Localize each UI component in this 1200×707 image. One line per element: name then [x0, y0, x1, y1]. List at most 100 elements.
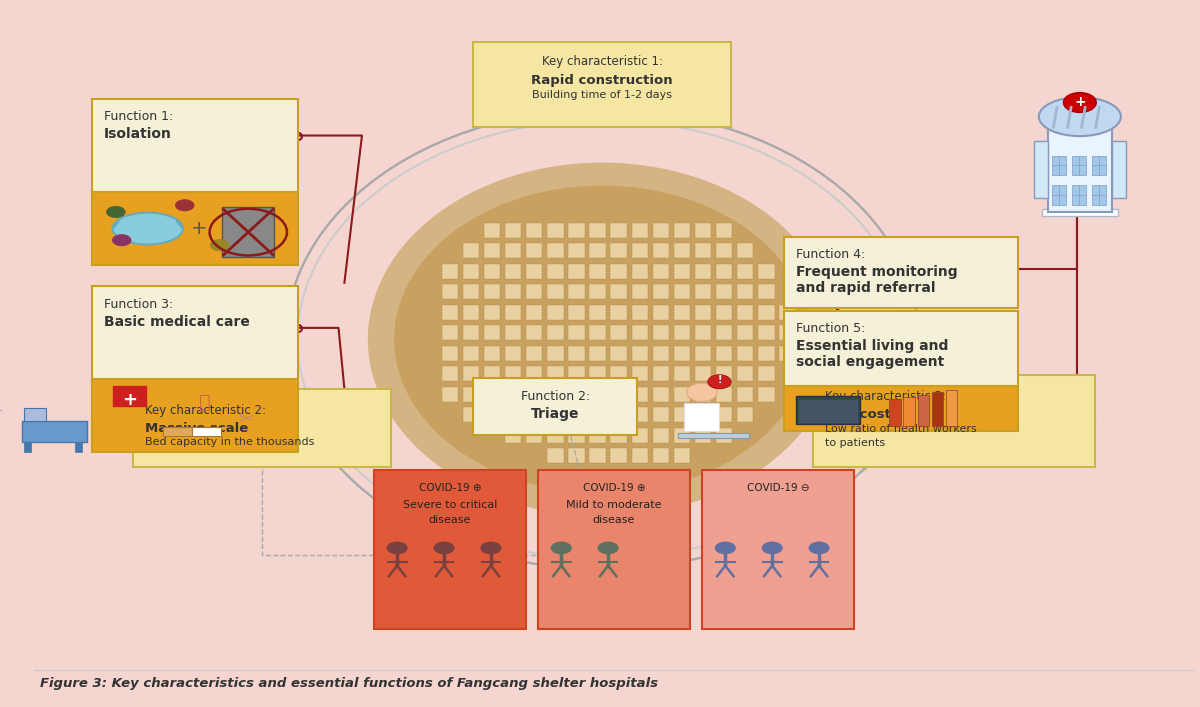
- Text: disease: disease: [593, 515, 635, 525]
- Bar: [463, 305, 479, 320]
- Bar: [678, 433, 749, 438]
- Bar: [569, 407, 584, 422]
- Text: Function 5:: Function 5:: [796, 322, 865, 335]
- Bar: [716, 284, 732, 299]
- Bar: [526, 264, 542, 279]
- Bar: [547, 366, 564, 381]
- Bar: [631, 243, 648, 258]
- Bar: [798, 399, 858, 423]
- Text: Low ratio of health workers: Low ratio of health workers: [824, 424, 977, 434]
- Bar: [758, 387, 774, 402]
- Bar: [653, 243, 670, 258]
- Bar: [163, 427, 192, 436]
- Bar: [526, 346, 542, 361]
- Bar: [673, 264, 690, 279]
- Text: Basic medical care: Basic medical care: [104, 315, 250, 329]
- Text: COVID-19 ⊕: COVID-19 ⊕: [419, 483, 481, 493]
- Circle shape: [762, 542, 782, 554]
- Circle shape: [715, 542, 736, 554]
- Text: Mild to moderate: Mild to moderate: [566, 500, 661, 510]
- Bar: [484, 325, 500, 340]
- Circle shape: [386, 542, 408, 554]
- Bar: [695, 366, 712, 381]
- Bar: [784, 385, 1019, 431]
- Bar: [716, 223, 732, 238]
- Bar: [569, 223, 584, 238]
- Ellipse shape: [1039, 97, 1121, 136]
- Bar: [1092, 185, 1106, 205]
- Bar: [22, 421, 86, 442]
- Text: COVID-19 ⊕: COVID-19 ⊕: [583, 483, 646, 493]
- Text: Massive scale: Massive scale: [145, 422, 248, 435]
- Bar: [222, 207, 274, 257]
- Bar: [673, 325, 690, 340]
- Bar: [653, 325, 670, 340]
- Text: Essential living and: Essential living and: [796, 339, 948, 354]
- Bar: [463, 346, 479, 361]
- Bar: [484, 387, 500, 402]
- Bar: [569, 448, 584, 463]
- Bar: [695, 264, 712, 279]
- Bar: [484, 366, 500, 381]
- Bar: [631, 407, 648, 422]
- Bar: [569, 387, 584, 402]
- Ellipse shape: [395, 185, 810, 493]
- Bar: [611, 366, 626, 381]
- Bar: [547, 243, 564, 258]
- Bar: [779, 305, 796, 320]
- Circle shape: [598, 542, 619, 554]
- Bar: [1042, 209, 1118, 216]
- Bar: [505, 428, 521, 443]
- Text: and rapid referral: and rapid referral: [796, 281, 935, 295]
- Bar: [611, 407, 626, 422]
- Text: +: +: [94, 406, 103, 416]
- Bar: [569, 428, 584, 443]
- Bar: [547, 428, 564, 443]
- Bar: [92, 286, 298, 380]
- Bar: [589, 346, 606, 361]
- Bar: [484, 243, 500, 258]
- Text: COVID-19 ⊖: COVID-19 ⊖: [746, 483, 809, 493]
- Text: ✂: ✂: [238, 410, 254, 428]
- Bar: [889, 399, 901, 426]
- Bar: [526, 407, 542, 422]
- Bar: [611, 243, 626, 258]
- Bar: [92, 99, 298, 192]
- Text: Key characteristic 3:: Key characteristic 3:: [824, 390, 946, 403]
- Bar: [547, 407, 564, 422]
- Bar: [611, 284, 626, 299]
- Bar: [737, 264, 754, 279]
- Circle shape: [76, 551, 85, 557]
- Circle shape: [686, 383, 718, 402]
- Text: social engagement: social engagement: [796, 355, 944, 369]
- Bar: [526, 223, 542, 238]
- Bar: [904, 397, 916, 426]
- Text: to patients: to patients: [824, 438, 886, 448]
- Bar: [631, 325, 648, 340]
- Bar: [716, 325, 732, 340]
- Bar: [796, 396, 860, 424]
- Bar: [569, 346, 584, 361]
- Text: Key characteristic 2:: Key characteristic 2:: [145, 404, 266, 417]
- Bar: [569, 284, 584, 299]
- Bar: [473, 42, 731, 127]
- Bar: [653, 366, 670, 381]
- Bar: [758, 325, 774, 340]
- Text: ⚹: ⚹: [199, 393, 211, 412]
- Circle shape: [107, 206, 125, 218]
- Bar: [716, 387, 732, 402]
- Circle shape: [480, 542, 502, 554]
- Bar: [442, 284, 458, 299]
- Bar: [484, 407, 500, 422]
- Bar: [653, 305, 670, 320]
- Bar: [505, 387, 521, 402]
- Bar: [484, 264, 500, 279]
- Bar: [538, 470, 690, 629]
- Bar: [463, 264, 479, 279]
- Bar: [931, 392, 943, 426]
- Bar: [526, 325, 542, 340]
- Bar: [589, 366, 606, 381]
- Bar: [779, 346, 796, 361]
- Bar: [547, 223, 564, 238]
- Text: +: +: [0, 406, 4, 416]
